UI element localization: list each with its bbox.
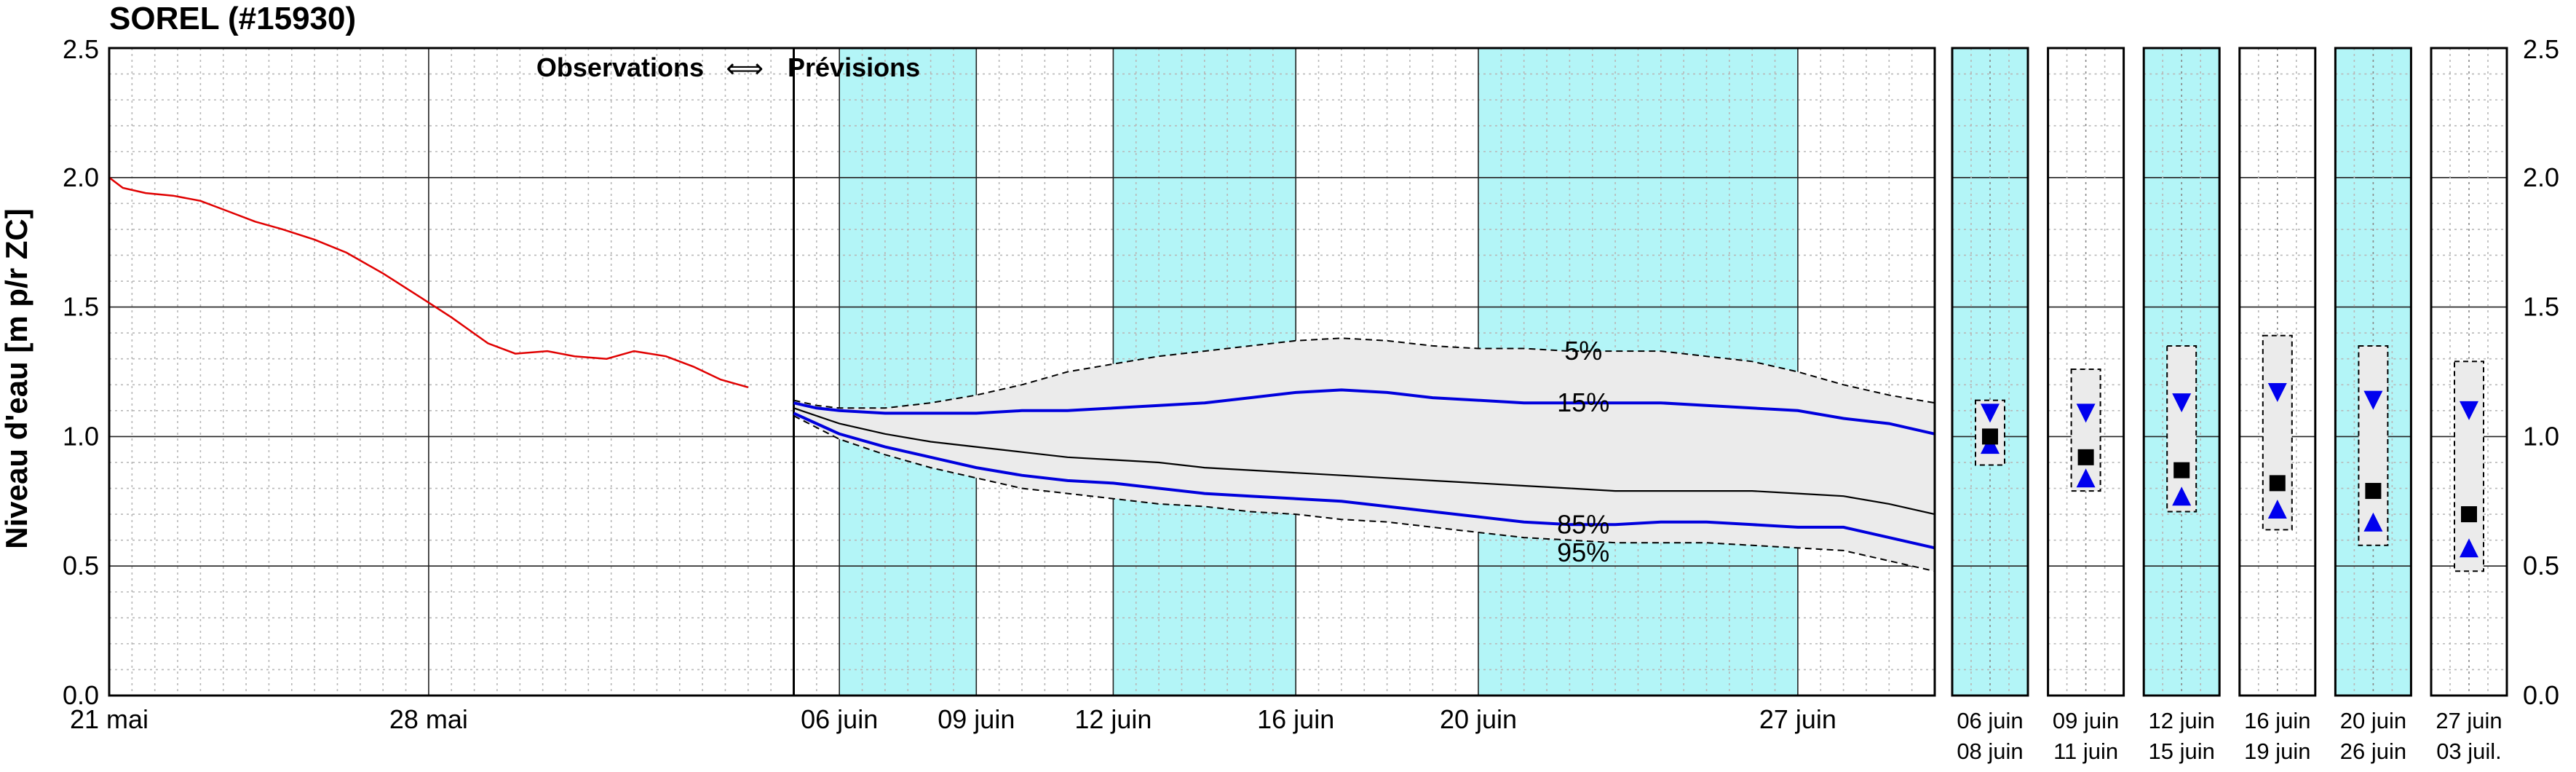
annotation-observations: Observations xyxy=(536,52,704,82)
p15-triangle-marker xyxy=(2363,390,2383,410)
period-start-label: 27 juin xyxy=(2436,708,2502,733)
observed-level-line xyxy=(108,176,749,389)
panel-frame xyxy=(2238,47,2317,697)
range-box xyxy=(2454,361,2484,572)
period-panel: 06 juin 08 juin xyxy=(1951,47,2029,764)
y-axis-right: 0.0 0.5 1.0 1.5 2.0 2.5 xyxy=(2523,34,2559,710)
median-square-marker xyxy=(2461,506,2477,523)
period-panels: 06 juin 08 juin 09 juin 11 juin 12 juin 15 ju… xyxy=(1951,47,2508,764)
panel-frame xyxy=(2047,47,2125,697)
annotation-arrow: ⟺ xyxy=(726,53,764,83)
percentile-label-p15: 15% xyxy=(1557,387,1609,417)
percentile-label-p5: 5% xyxy=(1564,336,1602,366)
period-start-label: 06 juin xyxy=(1957,708,2023,733)
percentile-label-p85: 85% xyxy=(1557,509,1609,539)
period-panel: 20 juin 26 juin xyxy=(2334,47,2412,764)
median-square-marker xyxy=(2173,462,2190,478)
period-panel: 27 juin 03 juil. xyxy=(2430,47,2508,764)
y-axis-label: Niveau d'eau [m p/r ZC] xyxy=(0,208,33,548)
x-tick-label: 12 juin xyxy=(1074,704,1152,734)
p95-line xyxy=(793,415,1935,572)
period-end-label: 03 juil. xyxy=(2436,738,2502,764)
annotation-previsions: Prévisions xyxy=(788,52,920,82)
x-tick-label: 27 juin xyxy=(1759,704,1836,734)
p15-triangle-marker xyxy=(2267,382,2287,402)
y-tick-label-left: 2.5 xyxy=(63,34,99,64)
y-tick-label-left: 1.5 xyxy=(63,292,99,322)
panel-frame xyxy=(2142,47,2221,697)
y-tick-label-right: 2.0 xyxy=(2523,162,2559,192)
range-box xyxy=(2262,334,2293,531)
plot-frame xyxy=(108,47,1936,697)
main-plot: 5% 15% 85%95% 21 mai 28 mai 06 juin 09 juin 12 … xyxy=(70,47,1936,734)
p85-triangle-marker xyxy=(2172,487,2192,506)
period-start-label: 16 juin xyxy=(2244,708,2310,733)
highlight-band xyxy=(839,48,977,696)
median-square-marker xyxy=(2077,449,2094,465)
uncertainty-band xyxy=(793,338,1935,572)
p15-line xyxy=(793,388,1935,436)
period-end-label: 26 juin xyxy=(2340,738,2406,764)
p15-triangle-marker xyxy=(2460,401,2478,420)
p5-line xyxy=(793,337,1935,409)
y-tick-label-left: 1.0 xyxy=(63,421,99,451)
y-tick-label-left: 0.0 xyxy=(63,680,99,710)
period-panel: 16 juin 19 juin xyxy=(2238,47,2317,764)
x-tick-label: 16 juin xyxy=(1257,704,1334,734)
p85-triangle-marker xyxy=(2363,512,2383,532)
forecast-annotation: Observations ⟺ Prévisions xyxy=(536,52,920,83)
x-tick-label: 28 mai xyxy=(389,704,468,734)
range-box xyxy=(2070,368,2101,492)
median-square-marker xyxy=(1982,428,1998,445)
y-axis-left: 0.0 0.5 1.0 1.5 2.0 2.5 xyxy=(63,34,99,710)
y-tick-label-right: 1.0 xyxy=(2523,421,2559,451)
period-end-label: 15 juin xyxy=(2149,738,2215,764)
p15-triangle-marker xyxy=(1981,403,2000,423)
period-end-label: 11 juin xyxy=(2053,738,2118,764)
x-tick-label: 20 juin xyxy=(1440,704,1517,734)
period-panel: 09 juin 11 juin xyxy=(2047,47,2125,764)
period-start-label: 09 juin xyxy=(2053,708,2119,733)
p85-line xyxy=(793,411,1935,550)
range-box xyxy=(2358,344,2389,546)
y-tick-label-left: 2.0 xyxy=(63,162,99,192)
panel-highlight xyxy=(1952,48,2028,696)
period-start-label: 20 juin xyxy=(2340,708,2406,733)
range-box xyxy=(2166,344,2197,513)
period-start-label: 12 juin xyxy=(2149,708,2215,733)
p85-triangle-marker xyxy=(2267,499,2287,519)
y-tick-label-left: 0.5 xyxy=(63,551,99,580)
period-end-label: 08 juin xyxy=(1957,738,2023,764)
p15-triangle-marker xyxy=(2172,393,2192,413)
panel-frame xyxy=(2430,47,2508,697)
median-square-marker xyxy=(2365,483,2382,500)
panel-frame xyxy=(1951,47,2029,697)
x-tick-label: 06 juin xyxy=(801,704,878,734)
p15-triangle-marker xyxy=(2076,403,2096,423)
y-tick-label-right: 2.5 xyxy=(2523,34,2559,64)
chart-title: SOREL (#15930) xyxy=(109,1,356,36)
period-end-label: 19 juin xyxy=(2244,738,2310,764)
p85-triangle-marker xyxy=(2076,468,2096,488)
median-line xyxy=(793,407,1935,516)
period-panel: 12 juin 15 juin xyxy=(2142,47,2221,764)
x-tick-label: 09 juin xyxy=(938,704,1015,734)
panel-frame xyxy=(2334,47,2412,697)
median-square-marker xyxy=(2269,475,2286,492)
y-tick-label-right: 1.5 xyxy=(2523,292,2559,322)
y-tick-label-right: 0.0 xyxy=(2523,680,2559,710)
x-tick-label: 21 mai xyxy=(70,704,148,734)
percentile-label-p95: 95% xyxy=(1557,537,1609,567)
p85-triangle-marker xyxy=(2460,538,2478,558)
y-tick-label-right: 0.5 xyxy=(2523,551,2559,580)
